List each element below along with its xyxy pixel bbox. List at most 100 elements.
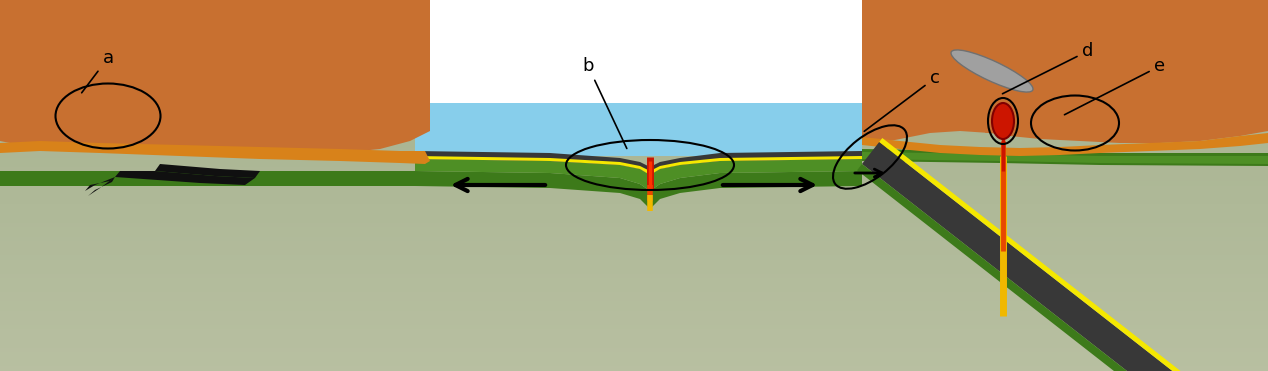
Polygon shape (0, 181, 1268, 186)
Polygon shape (0, 255, 1268, 260)
Polygon shape (0, 0, 430, 155)
Polygon shape (0, 32, 1268, 37)
Polygon shape (0, 190, 1268, 195)
Polygon shape (0, 107, 1268, 111)
Text: e: e (1064, 57, 1165, 115)
Polygon shape (0, 232, 1268, 237)
Polygon shape (58, 99, 108, 149)
Polygon shape (72, 97, 91, 117)
Polygon shape (0, 338, 1268, 343)
Polygon shape (0, 367, 1268, 371)
Polygon shape (0, 348, 1268, 352)
Polygon shape (0, 97, 1268, 102)
Polygon shape (0, 19, 1268, 23)
Polygon shape (0, 176, 1268, 181)
Polygon shape (0, 79, 1268, 83)
Polygon shape (0, 28, 1268, 32)
Polygon shape (0, 93, 1268, 97)
Polygon shape (0, 297, 1268, 301)
Polygon shape (415, 156, 862, 175)
Polygon shape (87, 177, 115, 196)
Polygon shape (985, 107, 1019, 133)
Ellipse shape (992, 103, 1014, 139)
Polygon shape (0, 237, 1268, 241)
Polygon shape (0, 292, 1268, 297)
Polygon shape (0, 283, 1268, 288)
Polygon shape (0, 241, 1268, 246)
Polygon shape (0, 0, 1268, 106)
Polygon shape (0, 325, 1268, 329)
Polygon shape (0, 260, 1268, 264)
Polygon shape (0, 111, 1268, 116)
Polygon shape (0, 74, 1268, 79)
Polygon shape (0, 70, 1268, 74)
Polygon shape (0, 274, 1268, 278)
Polygon shape (0, 167, 1268, 171)
Polygon shape (0, 0, 1268, 4)
Polygon shape (862, 142, 1268, 371)
Polygon shape (0, 204, 1268, 209)
Polygon shape (0, 227, 1268, 232)
Polygon shape (0, 135, 1268, 139)
Polygon shape (0, 148, 1268, 153)
Polygon shape (0, 352, 1268, 357)
Polygon shape (0, 88, 1268, 93)
Polygon shape (0, 130, 1268, 135)
Polygon shape (0, 264, 1268, 269)
Polygon shape (0, 116, 1268, 121)
Polygon shape (0, 315, 1268, 320)
Polygon shape (0, 209, 1268, 213)
Polygon shape (0, 218, 1268, 223)
Polygon shape (155, 164, 260, 178)
Polygon shape (0, 153, 1268, 158)
Polygon shape (0, 278, 1268, 283)
Polygon shape (0, 269, 1268, 274)
Polygon shape (0, 171, 1268, 176)
Polygon shape (0, 162, 1268, 167)
Polygon shape (0, 139, 1268, 144)
Polygon shape (0, 186, 1268, 190)
Polygon shape (0, 83, 1268, 88)
Polygon shape (857, 164, 1268, 371)
Polygon shape (0, 195, 1268, 200)
Polygon shape (862, 133, 1268, 156)
Polygon shape (415, 151, 862, 175)
Polygon shape (879, 138, 1268, 371)
Polygon shape (0, 46, 1268, 51)
Text: b: b (582, 57, 626, 148)
Polygon shape (0, 102, 1268, 107)
Polygon shape (0, 14, 1268, 19)
Polygon shape (0, 357, 1268, 362)
Polygon shape (0, 246, 1268, 250)
Text: c: c (865, 69, 940, 131)
Polygon shape (0, 334, 1268, 338)
Polygon shape (0, 4, 1268, 9)
Polygon shape (0, 65, 1268, 70)
Polygon shape (0, 362, 1268, 367)
Polygon shape (0, 9, 1268, 14)
Ellipse shape (951, 50, 1033, 92)
Polygon shape (0, 23, 1268, 28)
Text: a: a (81, 49, 114, 93)
Polygon shape (0, 121, 1268, 125)
Polygon shape (0, 200, 1268, 204)
Polygon shape (0, 306, 1268, 311)
Polygon shape (0, 141, 430, 164)
Polygon shape (0, 60, 1268, 65)
Polygon shape (0, 51, 1268, 56)
Polygon shape (0, 171, 862, 256)
Polygon shape (862, 152, 1268, 164)
Polygon shape (0, 158, 1268, 162)
Polygon shape (0, 250, 1268, 255)
Polygon shape (0, 213, 1268, 218)
Polygon shape (115, 171, 255, 185)
Polygon shape (0, 125, 1268, 130)
Polygon shape (0, 144, 1268, 148)
Polygon shape (0, 343, 1268, 348)
Polygon shape (862, 0, 1268, 143)
Polygon shape (862, 149, 1268, 166)
Polygon shape (0, 288, 1268, 292)
Polygon shape (0, 320, 1268, 325)
Polygon shape (0, 42, 1268, 46)
Polygon shape (0, 301, 1268, 306)
